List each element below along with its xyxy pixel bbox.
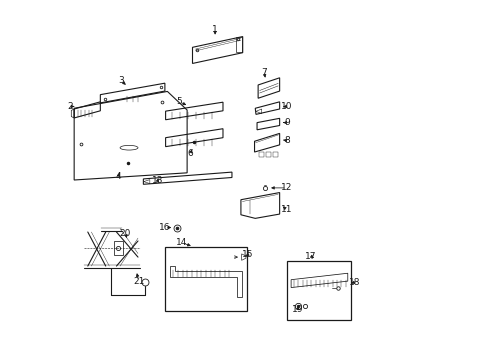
Text: 14: 14	[176, 238, 187, 247]
Text: 1: 1	[212, 25, 218, 34]
Text: 18: 18	[348, 278, 360, 287]
Bar	[286, 261, 351, 320]
Text: 19: 19	[291, 305, 303, 314]
Text: 13: 13	[152, 176, 163, 185]
Text: 4: 4	[115, 172, 121, 181]
Text: 8: 8	[284, 136, 289, 145]
Text: 20: 20	[120, 229, 131, 238]
Text: 21: 21	[133, 276, 144, 285]
Text: 12: 12	[281, 183, 292, 192]
Text: 2: 2	[68, 102, 73, 111]
Text: 7: 7	[261, 68, 266, 77]
Text: 15: 15	[242, 250, 253, 259]
Text: 10: 10	[281, 102, 292, 111]
Text: 3: 3	[118, 76, 123, 85]
Bar	[164, 247, 246, 311]
Text: 16: 16	[159, 223, 170, 232]
Text: 17: 17	[305, 252, 316, 261]
Text: 5: 5	[176, 97, 182, 106]
Text: 9: 9	[284, 118, 289, 127]
Text: 6: 6	[187, 149, 192, 158]
Text: 11: 11	[281, 205, 292, 214]
